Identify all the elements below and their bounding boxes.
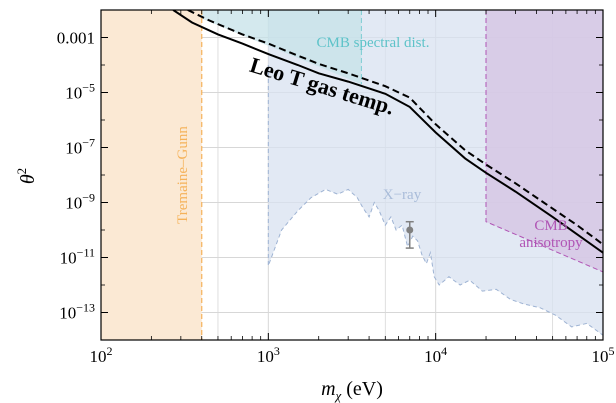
x-tick-label: 103	[257, 344, 280, 366]
y-tick-label: 0.001	[57, 29, 95, 48]
y-axis-title: θ2	[14, 168, 39, 184]
tremaine-gunn-region	[101, 10, 202, 340]
y-tick-label: 10−13	[59, 301, 95, 323]
cmb-anisotropy-boundary	[485, 10, 603, 273]
y-tick-label: 10−7	[65, 136, 95, 158]
x-tick-label: 105	[592, 344, 615, 366]
cmb-anisotropy-label: anisotropy	[519, 235, 583, 251]
y-tick-label: 10−11	[60, 246, 95, 268]
leo-t-dashed-curve	[187, 10, 603, 246]
xray-boundary	[267, 65, 603, 336]
cmb-spectral-region	[180, 10, 362, 85]
y-tick-label: 10−9	[65, 191, 95, 213]
x-tick-label: 104	[424, 344, 447, 366]
cmb-anisotropy-region	[486, 10, 603, 272]
x-tick-label: 102	[90, 344, 113, 366]
x-axis-title: mχ (eV)	[321, 378, 383, 403]
xray-label: X−ray	[383, 187, 422, 203]
data-point	[406, 226, 414, 234]
y-tick-label: 10−5	[65, 81, 95, 103]
leo-t-solid-curve	[172, 10, 603, 254]
cmb-anisotropy-label: CMB	[534, 218, 567, 234]
cmb-spectral-label: CMB spectral dist.	[317, 35, 430, 51]
tremaine-gunn-label: Tremaine–Gunn	[175, 126, 191, 224]
